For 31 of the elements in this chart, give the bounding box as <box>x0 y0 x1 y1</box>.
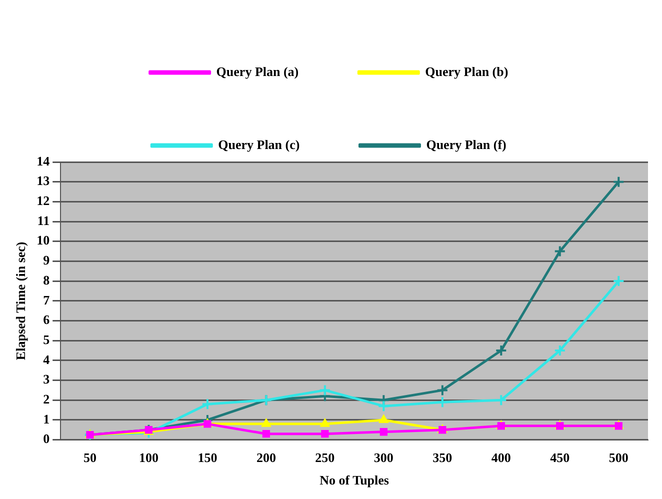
x-tick-label: 250 <box>315 450 335 465</box>
x-axis-title: No of Tuples <box>320 472 389 488</box>
y-tick-label: 10 <box>36 232 50 248</box>
x-tick-label: 50 <box>83 450 96 465</box>
y-tick-label: 7 <box>43 292 50 308</box>
x-tick-label: 150 <box>198 450 218 465</box>
y-tick-label: 11 <box>37 212 50 228</box>
y-tick-label: 2 <box>43 391 50 406</box>
legend-label: Query Plan (c) <box>218 136 300 152</box>
x-tick-label: 400 <box>491 450 511 465</box>
x-tick-label: 450 <box>550 450 570 465</box>
y-tick-label: 12 <box>36 193 50 208</box>
y-tick-label: 14 <box>36 153 50 168</box>
x-tick-label: 100 <box>138 450 158 465</box>
y-tick-label: 13 <box>36 173 50 188</box>
y-tick-label: 5 <box>43 332 50 347</box>
x-tick-label: 500 <box>608 450 628 465</box>
x-tick-label: 350 <box>432 450 452 465</box>
y-tick-label: 0 <box>43 431 50 446</box>
y-tick-label: 4 <box>43 352 50 367</box>
y-tick-label: 3 <box>43 372 50 387</box>
x-tick-label: 300 <box>374 450 394 465</box>
y-tick-label: 9 <box>43 252 50 268</box>
y-axis-title: Elapsed Time (in sec) <box>13 242 28 360</box>
y-tick-label: 1 <box>43 411 50 426</box>
legend-label: Query Plan (f) <box>426 136 506 152</box>
y-tick-label: 6 <box>43 312 50 328</box>
legend-label: Query Plan (b) <box>425 64 508 79</box>
x-tick-label: 200 <box>256 450 276 465</box>
legend-label: Query Plan (a) <box>216 64 299 79</box>
y-tick-label: 8 <box>43 272 50 288</box>
